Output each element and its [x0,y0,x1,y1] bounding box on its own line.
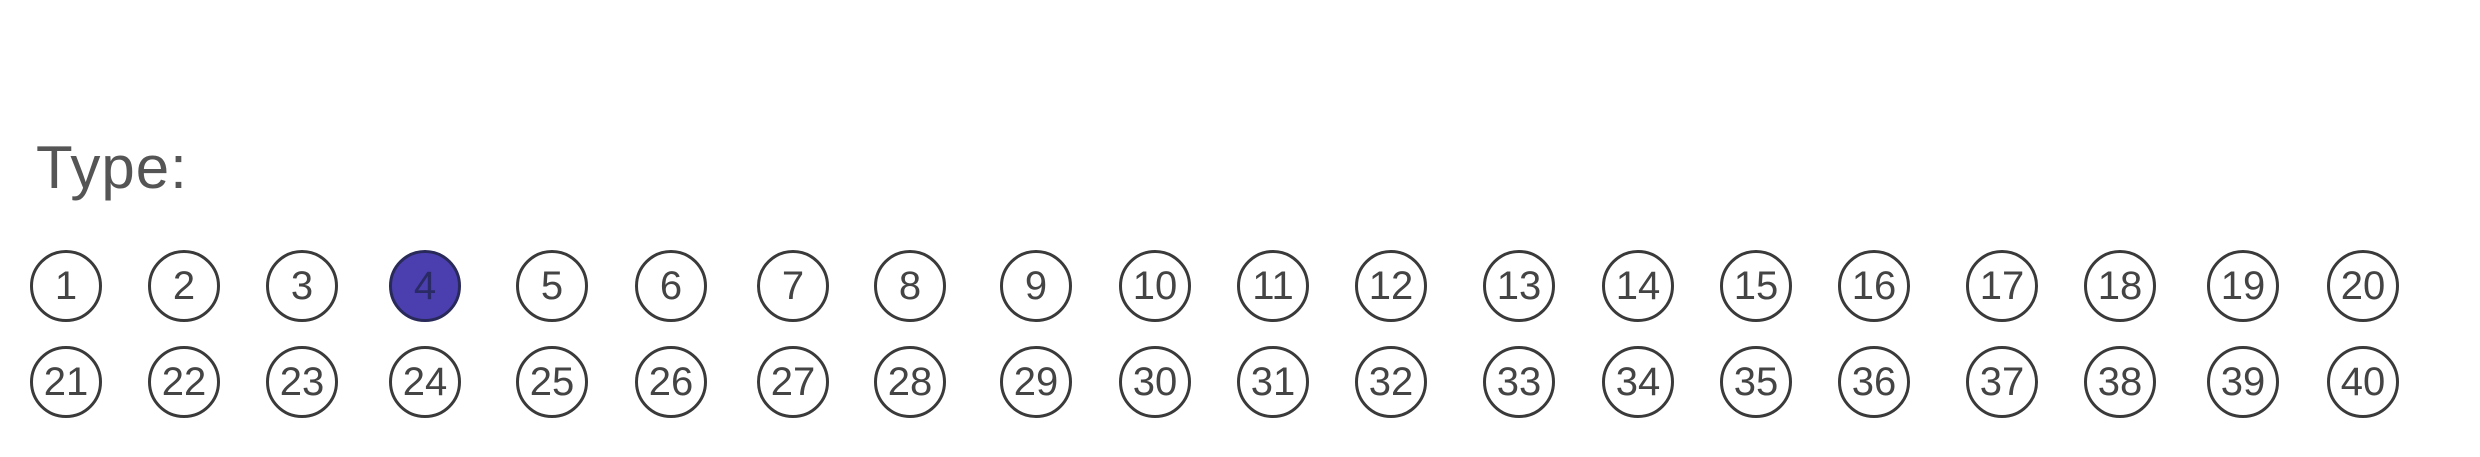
type-bubble-32[interactable]: 32 [1355,346,1427,418]
type-bubble-13[interactable]: 13 [1483,250,1555,322]
type-bubble-number: 17 [1979,264,2025,308]
type-bubble-37[interactable]: 37 [1966,346,2038,418]
type-bubble-15[interactable]: 15 [1720,250,1792,322]
type-bubble-36[interactable]: 36 [1838,346,1910,418]
type-bubble-24[interactable]: 24 [389,346,461,418]
type-bubble-5[interactable]: 5 [516,250,588,322]
type-bubble-34[interactable]: 34 [1602,346,1674,418]
type-bubble-number: 10 [1132,264,1178,308]
type-bubble-number: 3 [290,264,314,308]
type-bubble-number: 11 [1252,264,1294,308]
type-bubble-number: 4 [413,264,437,308]
type-bubble-29[interactable]: 29 [1000,346,1072,418]
type-bubble-number: 5 [540,264,564,308]
type-bubble-number: 9 [1024,264,1048,308]
type-bubble-1[interactable]: 1 [30,250,102,322]
type-bubble-22[interactable]: 22 [148,346,220,418]
type-label: Type: [36,134,188,201]
type-bubble-39[interactable]: 39 [2207,346,2279,418]
type-bubble-number: 32 [1368,360,1414,404]
type-bubble-38[interactable]: 38 [2084,346,2156,418]
type-bubble-23[interactable]: 23 [266,346,338,418]
type-bubble-number: 30 [1132,360,1178,404]
type-bubble-33[interactable]: 33 [1483,346,1555,418]
type-bubble-7[interactable]: 7 [757,250,829,322]
type-bubble-16[interactable]: 16 [1838,250,1910,322]
type-bubble-18[interactable]: 18 [2084,250,2156,322]
type-bubble-number: 26 [648,360,694,404]
type-bubble-12[interactable]: 12 [1355,250,1427,322]
type-bubble-number: 1 [54,264,78,308]
type-bubble-8[interactable]: 8 [874,250,946,322]
type-bubble-number: 24 [402,360,448,404]
type-bubble-number: 15 [1733,264,1779,308]
type-bubble-31[interactable]: 31 [1237,346,1309,418]
type-bubble-number: 39 [2220,360,2266,404]
type-bubble-number: 2 [172,264,196,308]
type-bubble-3[interactable]: 3 [266,250,338,322]
type-bubble-9[interactable]: 9 [1000,250,1072,322]
type-bubble-number: 22 [161,360,207,404]
type-bubble-number: 37 [1979,360,2025,404]
type-bubble-number: 19 [2220,264,2266,308]
type-bubble-number: 14 [1615,264,1661,308]
type-bubble-30[interactable]: 30 [1119,346,1191,418]
type-bubble-number: 31 [1250,360,1296,404]
type-bubble-25[interactable]: 25 [516,346,588,418]
type-bubble-number: 25 [529,360,575,404]
type-bubble-number: 12 [1368,264,1414,308]
type-bubble-number: 27 [770,360,816,404]
type-bubble-number: 8 [898,264,922,308]
type-bubble-40[interactable]: 40 [2327,346,2399,418]
type-bubble-6[interactable]: 6 [635,250,707,322]
type-bubble-28[interactable]: 28 [874,346,946,418]
type-bubble-number: 34 [1615,360,1661,404]
type-bubble-number: 20 [2340,264,2386,308]
type-bubble-35[interactable]: 35 [1720,346,1792,418]
type-bubble-number: 6 [659,264,683,308]
type-bubble-number: 7 [781,264,805,308]
type-bubble-number: 38 [2097,360,2143,404]
type-bubble-17[interactable]: 17 [1966,250,2038,322]
type-bubble-14[interactable]: 14 [1602,250,1674,322]
type-bubble-number: 13 [1496,264,1542,308]
type-bubble-10[interactable]: 10 [1119,250,1191,322]
type-bubble-number: 28 [887,360,933,404]
type-bubble-20[interactable]: 20 [2327,250,2399,322]
type-bubble-number: 36 [1851,360,1897,404]
type-bubble-number: 23 [279,360,325,404]
type-bubble-number: 35 [1733,360,1779,404]
type-bubble-number: 29 [1013,360,1059,404]
type-bubble-27[interactable]: 27 [757,346,829,418]
type-bubble-19[interactable]: 19 [2207,250,2279,322]
type-bubble-number: 16 [1851,264,1897,308]
type-bubble-number: 33 [1496,360,1542,404]
type-bubble-4[interactable]: 4 [389,250,461,322]
type-bubble-26[interactable]: 26 [635,346,707,418]
type-bubble-11[interactable]: 11 [1237,250,1309,322]
type-bubble-2[interactable]: 2 [148,250,220,322]
type-bubble-number: 21 [43,360,89,404]
type-bubble-number: 40 [2340,360,2386,404]
type-bubble-number: 18 [2097,264,2143,308]
type-bubble-21[interactable]: 21 [30,346,102,418]
